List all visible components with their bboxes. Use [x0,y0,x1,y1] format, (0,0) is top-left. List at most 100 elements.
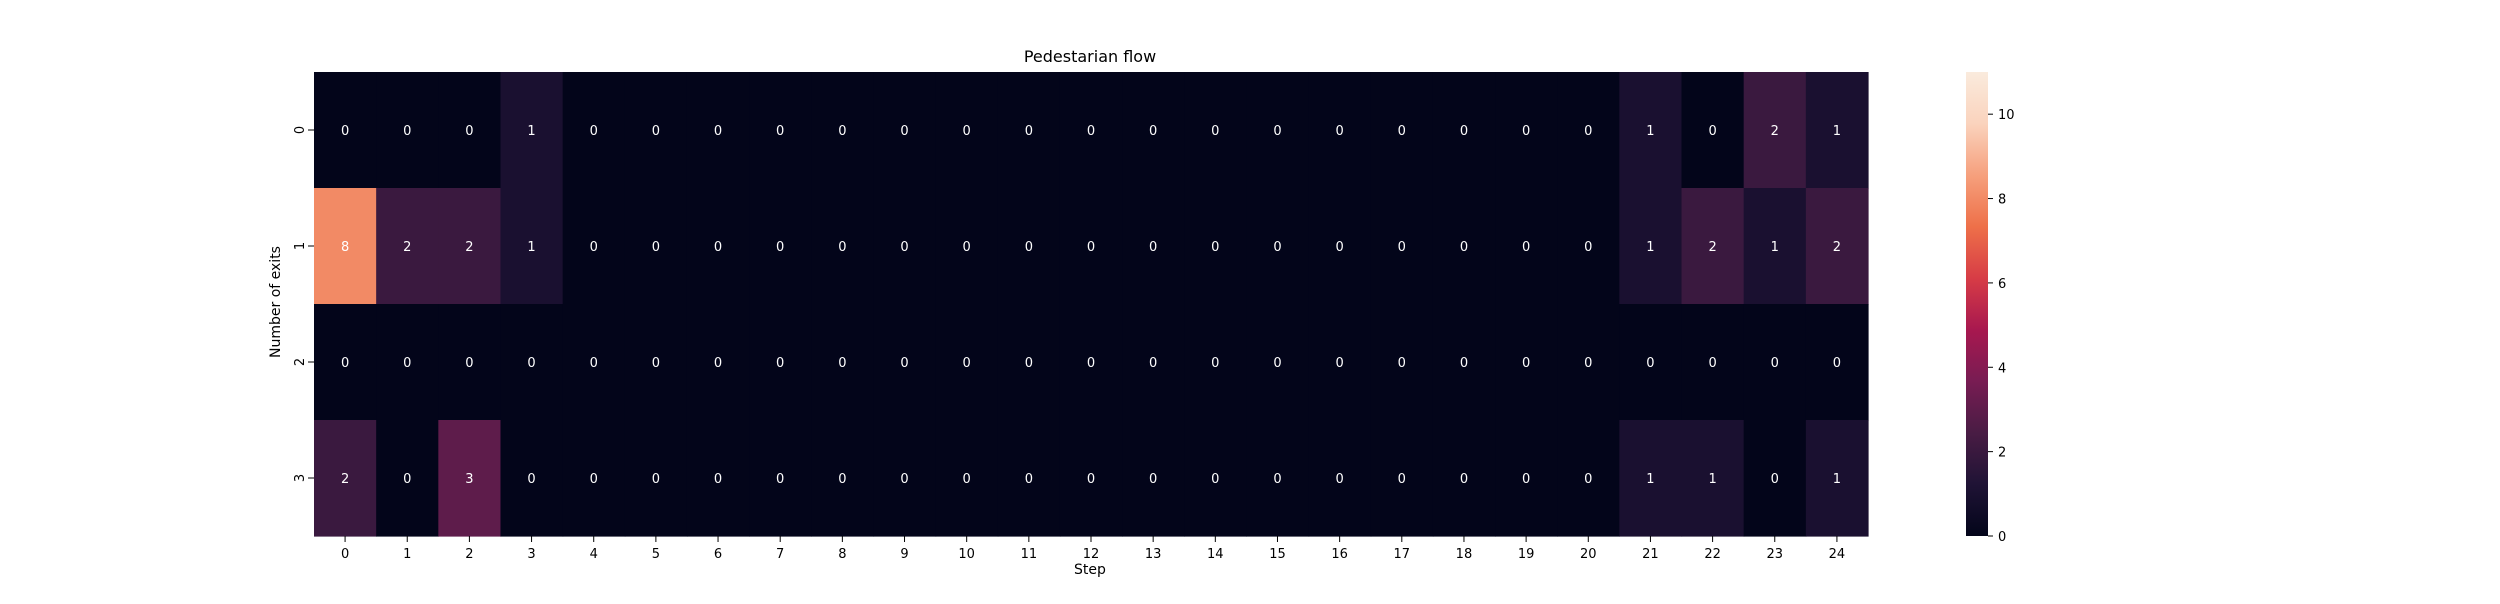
heatmap-cell [997,304,1061,421]
y-axis-label: Number of exits [268,246,284,358]
x-tick-label: 13 [1145,547,1162,562]
cell-value-label: 0 [776,356,784,371]
heatmap-cell [1619,304,1683,421]
cell-value-label: 0 [900,472,908,487]
cell-annotations: 0 0 0 1 0 0 0 0 0 0 0 0 0 0 0 0 0 0 0 0 0 1 0 2 1 8 2 2 1 0 0 0 0 0 0 0 0 0 0 0… [341,124,1841,487]
heatmap-cell [1805,72,1869,189]
x-tick-label: 12 [1083,547,1100,562]
heatmap-cell [1557,304,1620,421]
x-tick-label: 7 [776,547,784,562]
colorbar-tick-label: 0 [1998,530,2006,545]
cell-value-label: 0 [963,124,971,139]
cell-value-label: 0 [590,356,598,371]
cell-value-label: 0 [341,124,349,139]
heatmap-cell [438,188,502,305]
cell-value-label: 0 [652,124,660,139]
cell-value-label: 0 [776,124,784,139]
cell-value-label: 0 [1522,240,1530,255]
heatmap-cell [935,188,999,305]
cell-value-label: 8 [341,240,349,255]
heatmap-cell [1432,304,1496,421]
cell-value-label: 1 [1833,124,1841,139]
colorbar-tick-label: 8 [1998,193,2006,208]
heatmap-cell [1059,304,1123,421]
heatmap-cell [1184,72,1247,189]
cell-value-label: 0 [1211,240,1219,255]
cell-value-label: 0 [1584,472,1592,487]
heatmap-cell [376,304,439,421]
heatmap-cell [1743,420,1807,537]
heatmap-cell [997,420,1061,537]
heatmap-cell [1681,72,1745,189]
heatmap-cell [1681,420,1745,537]
heatmap-cell [314,304,377,421]
heatmap-cell [1495,304,1558,421]
heatmap-cell [1122,72,1185,189]
x-axis-ticks: 0 1 2 3 4 5 6 7 8 9 10 11 12 13 14 15 16 17 18 19 20 21 22 23 24 [341,536,1845,562]
cell-value-label: 0 [900,240,908,255]
heatmap-cell [1246,188,1310,305]
cell-value-label: 0 [776,240,784,255]
cell-value-label: 0 [900,124,908,139]
cell-value-label: 0 [590,240,598,255]
cell-value-label: 0 [1087,240,1095,255]
cell-value-label: 0 [963,356,971,371]
cell-value-label: 0 [1211,356,1219,371]
cell-value-label: 0 [1273,472,1281,487]
heatmap-cell [1743,188,1807,305]
heatmap-cell [438,420,502,537]
cell-value-label: 0 [1211,472,1219,487]
cell-value-label: 2 [403,240,411,255]
x-tick-label: 22 [1704,547,1721,562]
heatmap-cell [1805,188,1869,305]
heatmap-cell [1059,188,1123,305]
x-tick-label: 16 [1331,547,1348,562]
cell-value-label: 2 [1708,240,1716,255]
x-axis-label: Step [1074,562,1106,578]
heatmap-cell [562,188,626,305]
heatmap-cell [1246,420,1310,537]
heatmap-cell [1308,420,1372,537]
cell-value-label: 0 [1460,356,1468,371]
heatmap-cell [1122,188,1185,305]
heatmap-cell [1122,420,1185,537]
y-tick-label: 1 [293,242,308,250]
cell-value-label: 1 [1646,240,1654,255]
heatmap-cell [1308,72,1372,189]
cell-value-label: 0 [1087,124,1095,139]
heatmap-cell [562,72,626,189]
heatmap-cell [1743,304,1807,421]
x-tick-label: 19 [1518,547,1535,562]
heatmap-cell [1122,304,1185,421]
cell-value-label: 0 [1584,124,1592,139]
heatmap-cell [997,188,1061,305]
colorbar-tick-label: 6 [1998,277,2006,292]
cell-value-label: 0 [1460,124,1468,139]
cell-value-label: 0 [1398,472,1406,487]
heatmap-cell [873,420,937,537]
heatmap-cell [376,72,439,189]
cell-value-label: 0 [714,240,722,255]
heatmap-cell [376,188,439,305]
heatmap-cell [1184,420,1247,537]
cell-value-label: 0 [1460,472,1468,487]
x-tick-label: 21 [1642,547,1659,562]
heatmap-cell [749,420,812,537]
heatmap-cell [314,420,377,537]
x-tick-label: 2 [465,547,473,562]
x-tick-label: 1 [403,547,411,562]
cell-value-label: 0 [1273,124,1281,139]
heatmap-cell [500,304,564,421]
heatmap-cell [438,304,502,421]
cell-value-label: 0 [403,124,411,139]
heatmap-cell [1308,304,1372,421]
heatmap-cell [624,72,688,189]
cell-value-label: 0 [341,356,349,371]
heatmap-cell [1370,188,1434,305]
cell-value-label: 0 [1025,356,1033,371]
cell-value-label: 1 [1708,472,1716,487]
x-tick-label: 17 [1394,547,1411,562]
heatmap-cell [811,420,875,537]
heatmap-cell [1370,72,1434,189]
